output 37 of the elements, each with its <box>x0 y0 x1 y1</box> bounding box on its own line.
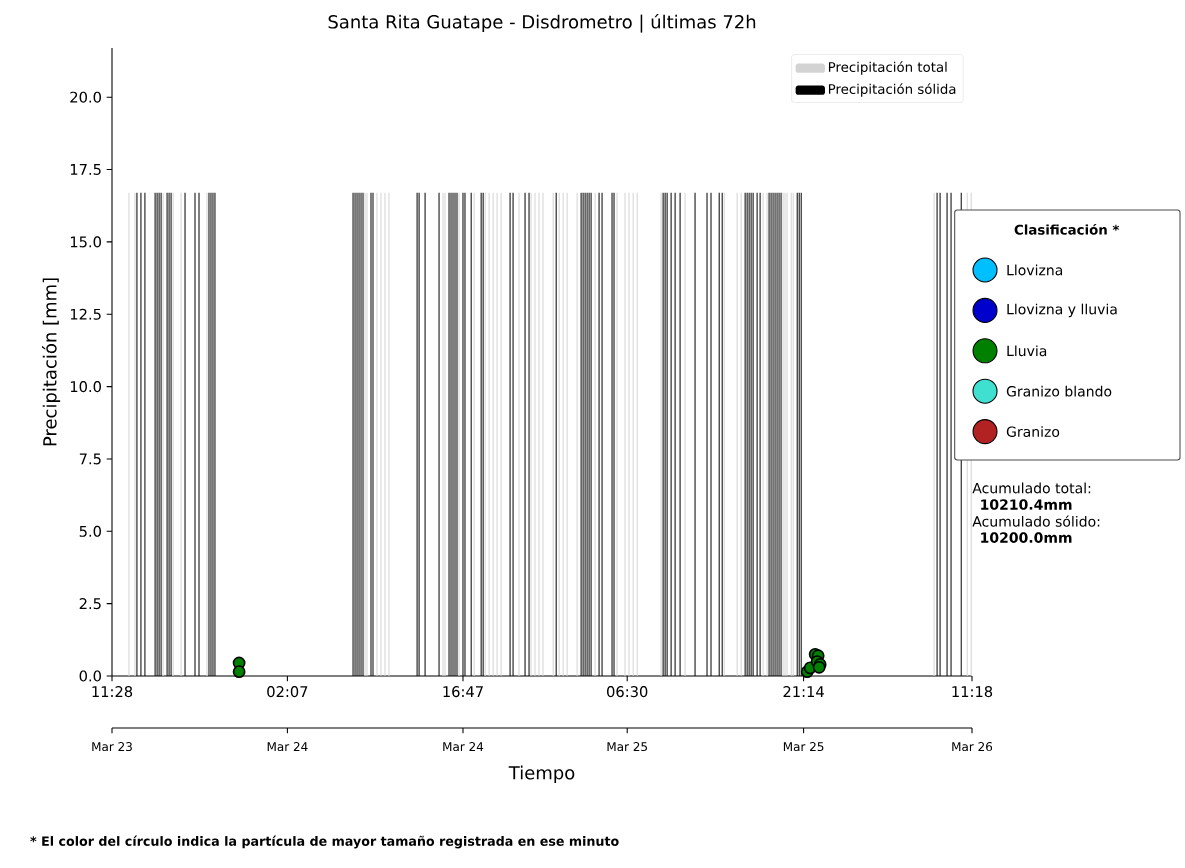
x-axis-title: Tiempo <box>508 765 575 784</box>
x2-tick-label: Mar 23 <box>92 742 132 752</box>
x2-tick-label: Mar 26 <box>952 742 993 752</box>
x-tick-label: 06:30 <box>607 686 648 698</box>
legend-label: Granizo <box>1006 426 1060 437</box>
text: 10210.4mm <box>981 499 1072 510</box>
x-tick-label: 16:47 <box>443 686 483 698</box>
x2-tick-label: Mar 24 <box>443 742 484 752</box>
chart-title: Santa Rita Guatape - Disdrometro | últimas 72h <box>328 13 756 33</box>
y-tick-label: 20.0 <box>70 91 101 103</box>
legend-title: Clasificación * <box>1014 223 1120 235</box>
x-tick-label: 02:07 <box>267 686 308 698</box>
x2-tick-label: Mar 25 <box>607 742 648 752</box>
y-tick-label: 15.0 <box>70 236 101 248</box>
legend-label: Precipitación sólida <box>828 83 956 97</box>
y-tick-label: 7.5 <box>79 453 101 465</box>
y-tick-label: 2.5 <box>79 598 101 610</box>
legend-label: Precipitación total <box>828 61 947 75</box>
y-tick-label: 17.5 <box>70 164 101 175</box>
text: 10200.0mm <box>981 532 1072 543</box>
x2-tick-label: Mar 24 <box>267 742 308 752</box>
y-axis-title: Precipitación [mm] <box>41 278 61 446</box>
x-tick-label: 11:18 <box>952 686 993 698</box>
text: * El color del círculo indica la partícula de mayor tamaño registrada en ese minuto <box>30 835 619 849</box>
legend-label: Llovizna <box>1007 264 1063 276</box>
text: Acumulado sólido: <box>972 515 1100 527</box>
y-tick-label: 12.5 <box>70 308 101 320</box>
text: Acumulado total: <box>972 482 1091 494</box>
x-tick-label: 21:14 <box>783 686 824 697</box>
legend-label: Granizo blando <box>1006 385 1112 397</box>
x-tick-label: 11:28 <box>92 686 133 698</box>
y-tick-label: 5.0 <box>79 525 101 537</box>
x2-tick-label: Mar 25 <box>783 742 824 752</box>
y-tick-label: 0.0 <box>79 670 101 682</box>
legend-label: Lluvia <box>1007 345 1047 357</box>
y-tick-label: 10.0 <box>70 381 101 393</box>
legend-label: Llovizna y lluvia <box>1007 303 1117 318</box>
